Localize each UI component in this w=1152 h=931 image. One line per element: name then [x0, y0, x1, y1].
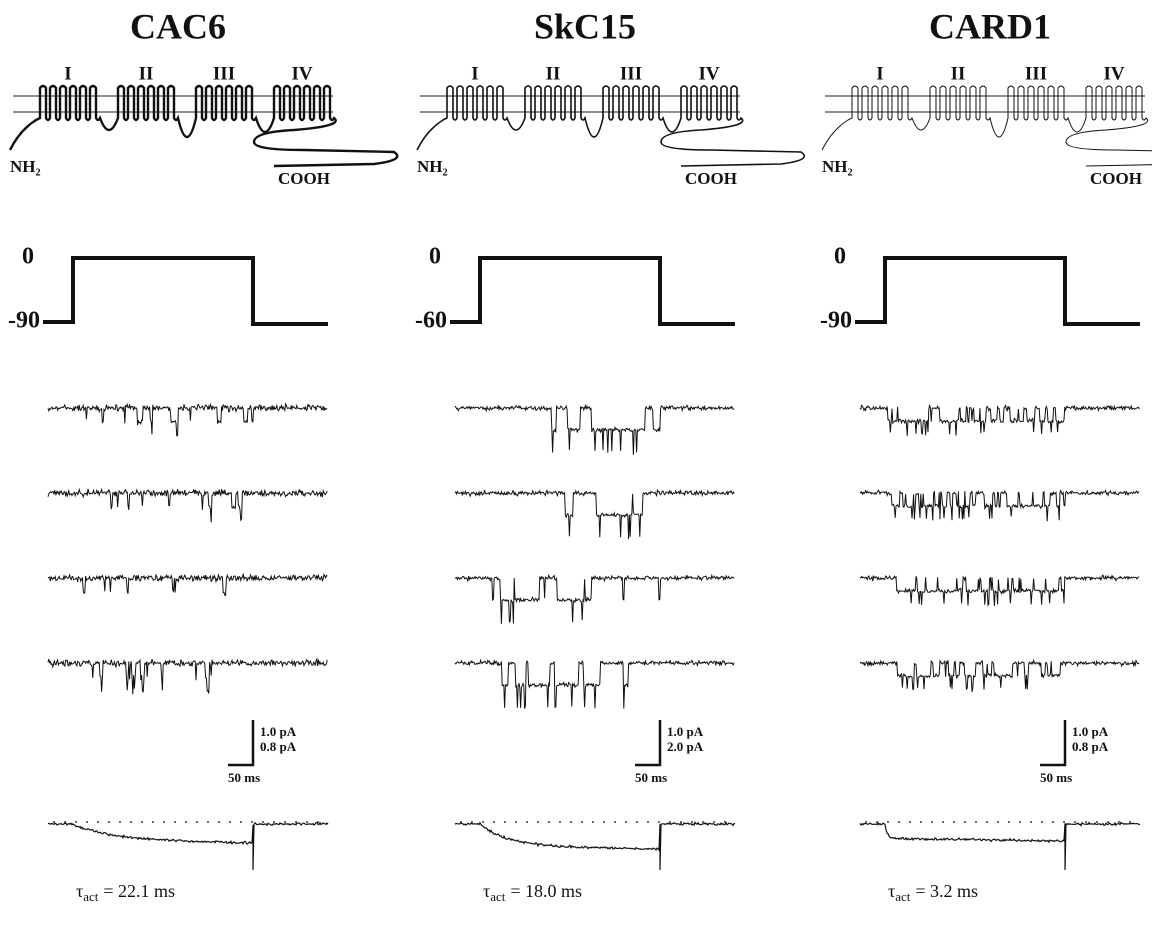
single-channel-trace	[860, 575, 1139, 605]
single-channel-trace	[48, 659, 327, 694]
domain-label: III	[1025, 63, 1047, 84]
channel-topology	[10, 86, 397, 166]
scale-current-label: 1.0 pA	[260, 724, 297, 739]
channel-topology	[822, 86, 1152, 166]
average-current	[860, 822, 1140, 870]
tau-value: = 3.2 ms	[915, 881, 978, 901]
domain-label: IV	[698, 63, 719, 84]
n-terminus: NH₂	[10, 157, 41, 176]
tau-value: = 22.1 ms	[103, 881, 175, 901]
domain-label: II	[546, 63, 561, 84]
figure: CAC6IIIIIIIVNH₂COOH0-901.0 pA0.8 pA50 ms…	[0, 0, 1152, 931]
tau-value: = 18.0 ms	[510, 881, 582, 901]
test-potential: 0	[834, 244, 846, 270]
holding-potential: -90	[8, 308, 40, 334]
tau-label: τact = 3.2 ms	[888, 881, 978, 904]
holding-potential: -90	[820, 308, 852, 334]
tau-label: τact = 22.1 ms	[76, 881, 175, 904]
scale-current-label: 1.0 pA	[1072, 724, 1109, 739]
panel-title: CAC6	[130, 6, 226, 46]
single-channel-trace	[860, 490, 1139, 521]
n-terminus: NH₂	[417, 157, 448, 176]
single-channel-trace	[860, 405, 1139, 436]
scale-current-label: 0.8 pA	[260, 739, 297, 754]
average-current	[455, 822, 735, 870]
scale-time-label: 50 ms	[635, 770, 667, 785]
tau-subscript: act	[83, 889, 99, 904]
scale-current-label: 1.0 pA	[667, 724, 704, 739]
c-terminus: COOH	[685, 169, 737, 188]
test-potential: 0	[429, 244, 441, 270]
single-channel-trace	[48, 404, 327, 436]
single-channel-trace	[48, 489, 327, 523]
tau-symbol: τ	[76, 881, 83, 901]
domain-label: II	[951, 63, 966, 84]
domain-label: II	[139, 63, 154, 84]
domain-label: IV	[291, 63, 312, 84]
n-terminus: NH₂	[822, 157, 853, 176]
domain-label: IV	[1103, 63, 1124, 84]
scale-current-label: 0.8 pA	[1072, 739, 1109, 754]
domain-label: III	[213, 63, 235, 84]
panel-title: SkC15	[534, 6, 636, 46]
c-terminus: COOH	[278, 169, 330, 188]
single-channel-trace	[860, 660, 1139, 692]
tau-subscript: act	[490, 889, 506, 904]
tau-symbol: τ	[483, 881, 490, 901]
tau-subscript: act	[895, 889, 911, 904]
single-channel-trace	[455, 660, 734, 708]
voltage-protocol	[450, 258, 735, 324]
single-channel-trace	[455, 490, 734, 539]
single-channel-trace	[48, 574, 327, 596]
average-current	[48, 823, 328, 870]
scale-time-label: 50 ms	[1040, 770, 1072, 785]
single-channel-trace	[455, 575, 734, 623]
voltage-protocol	[855, 258, 1140, 324]
c-terminus: COOH	[1090, 169, 1142, 188]
domain-label: III	[620, 63, 642, 84]
voltage-protocol	[43, 258, 328, 324]
domain-label: I	[876, 63, 883, 84]
test-potential: 0	[22, 244, 34, 270]
channel-topology	[417, 86, 804, 166]
holding-potential: -60	[415, 308, 447, 334]
panel-title: CARD1	[929, 6, 1051, 46]
tau-symbol: τ	[888, 881, 895, 901]
domain-label: I	[471, 63, 478, 84]
scale-current-label: 2.0 pA	[667, 739, 704, 754]
scale-time-label: 50 ms	[228, 770, 260, 785]
domain-label: I	[64, 63, 71, 84]
single-channel-trace	[455, 405, 734, 455]
tau-label: τact = 18.0 ms	[483, 881, 582, 904]
